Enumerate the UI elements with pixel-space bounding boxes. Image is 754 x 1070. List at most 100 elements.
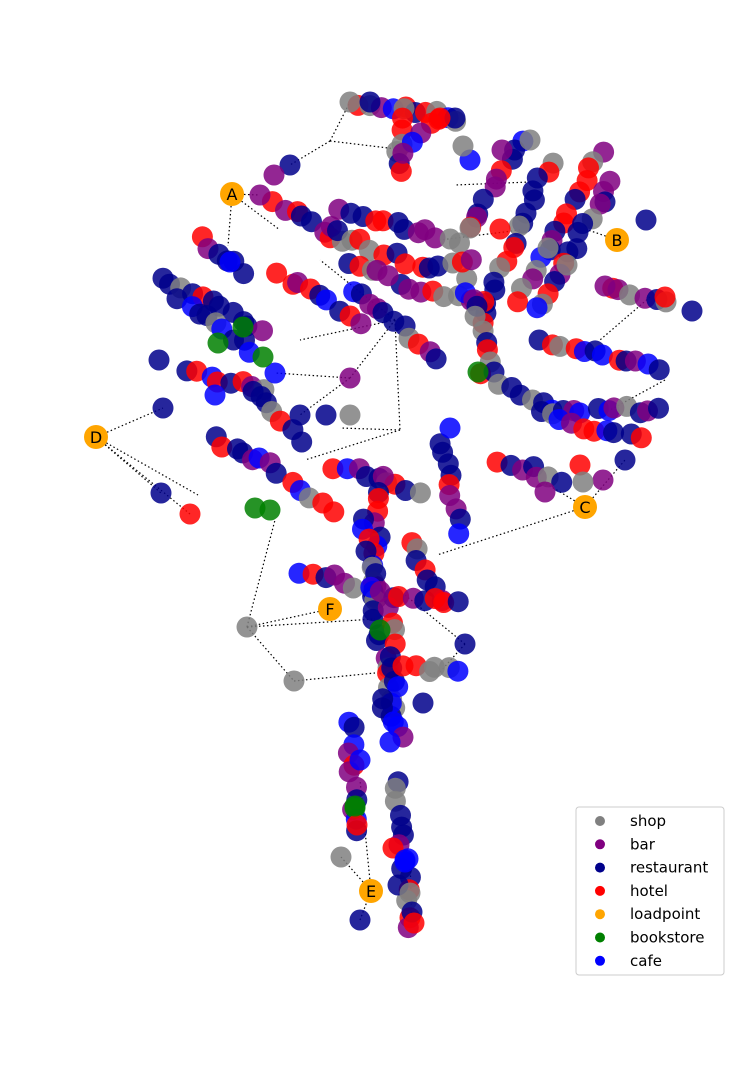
poi-node-cafe (439, 417, 461, 439)
legend: shop bar restaurant hotel loadpoint bookstore… (575, 806, 725, 976)
poi-node-cafe (379, 731, 401, 753)
poi-node-restaurant (603, 422, 625, 444)
dotted-edge (246, 626, 295, 682)
poi-node-hotel (179, 503, 201, 525)
poi-node-shop (339, 404, 361, 426)
poi-node-restaurant (454, 633, 476, 655)
poi-node-bar (263, 164, 285, 186)
poi-node-bar (372, 465, 394, 487)
dotted-edge (95, 407, 164, 438)
poi-node-bookstore (259, 499, 281, 521)
poi-node-bar (491, 139, 513, 161)
poi-node-bar (592, 469, 614, 491)
poi-node-cafe (387, 676, 409, 698)
poi-node-bookstore (369, 619, 391, 641)
poi-node-bookstore (344, 795, 366, 817)
poi-node-shop (330, 846, 352, 868)
poi-node-restaurant (349, 909, 371, 931)
legend-label-restaurant: restaurant (630, 859, 708, 877)
poi-node-cafe (526, 297, 548, 319)
poi-node-hotel (372, 210, 394, 232)
dotted-edge (299, 319, 396, 341)
poi-node-restaurant (343, 716, 365, 738)
dotted-edge (95, 436, 199, 496)
poi-node-restaurant (444, 107, 466, 129)
poi-node-shop (409, 482, 431, 504)
poi-node-hotel (323, 501, 345, 523)
poi-node-restaurant (551, 471, 573, 493)
loadpoint-nodes: A B C D E F (84, 182, 629, 903)
poi-node-shop (283, 670, 305, 692)
dotted-edge (304, 429, 401, 461)
dotted-edge (293, 672, 376, 682)
poi-node-shop (236, 616, 258, 638)
loadpoint-label: E (366, 882, 376, 901)
poi-node-shop (572, 471, 594, 493)
poi-node-hotel (489, 218, 511, 240)
legend-label-cafe: cafe (630, 952, 662, 970)
poi-node-hotel (211, 436, 233, 458)
poi-node-hotel (507, 291, 529, 313)
poi-node-hotel (394, 253, 416, 275)
dotted-edge (599, 296, 651, 341)
poi-node-restaurant (291, 431, 313, 453)
poi-node-cafe (219, 251, 241, 273)
poi-node-shop (342, 577, 364, 599)
loadpoint-node (573, 495, 597, 519)
loadpoint-node (605, 228, 629, 252)
loadpoint-label: C (579, 498, 590, 517)
loadpoint-label: D (90, 428, 102, 447)
legend-marker-restaurant (595, 862, 605, 873)
dotted-edge (246, 519, 276, 628)
poi-node-bar (249, 184, 271, 206)
poi-node-cafe (204, 384, 226, 406)
loadpoint-label: A (227, 185, 238, 204)
poi-node-hotel (630, 427, 652, 449)
poi-node-hotel (322, 458, 344, 480)
loadpoint-node (220, 182, 244, 206)
poi-node-bar (392, 142, 414, 164)
poi-node-bar (424, 227, 446, 249)
poi-node-restaurant (681, 300, 703, 322)
legend-marker-cafe (595, 955, 605, 966)
poi-node-bookstore (232, 316, 254, 338)
poi-node-restaurant (648, 397, 669, 419)
legend-label-hotel: hotel (630, 882, 668, 900)
poi-node-hotel (390, 160, 412, 182)
poi-node-cafe (447, 660, 469, 682)
poi-node-hotel (266, 262, 288, 284)
poi-node-restaurant (265, 462, 287, 484)
poi-node-cafe (448, 523, 470, 545)
poi-node-restaurant (412, 692, 434, 714)
poi-node-bookstore (207, 332, 229, 354)
dotted-edge (246, 618, 376, 628)
poi-node-cafe (591, 344, 613, 366)
legend-frame (575, 806, 725, 976)
poi-node-shop (452, 135, 474, 157)
poi-node-restaurant (279, 154, 301, 176)
poi-node-restaurant (425, 348, 447, 370)
poi-node-bar (460, 249, 482, 271)
legend-label-bookstore: bookstore (630, 929, 705, 947)
poi-node-bar (350, 313, 372, 335)
poi-node-cafe (264, 362, 286, 384)
poi-node-restaurant (315, 404, 337, 426)
loadpoint-node (359, 879, 383, 903)
poi-node-restaurant (152, 397, 174, 419)
poi-node-bar (252, 320, 273, 342)
poi-node-bar (369, 581, 391, 602)
poi-node-shop (537, 237, 559, 259)
legend-marker-loadpoint (595, 909, 605, 920)
dotted-edge (339, 427, 401, 431)
legend-label-shop: shop (630, 812, 666, 830)
poi-node-cafe (394, 851, 416, 873)
poi-node-shop (433, 286, 455, 308)
poi-node-restaurant (567, 221, 589, 243)
poi-node-hotel (569, 454, 591, 476)
poi-node-shop (449, 232, 470, 254)
loadpoint-node (318, 597, 342, 621)
poi-node-shop (519, 129, 541, 151)
poi-node-bar (339, 367, 361, 389)
loadpoint-label: F (325, 600, 334, 619)
poi-node-restaurant (447, 591, 469, 613)
